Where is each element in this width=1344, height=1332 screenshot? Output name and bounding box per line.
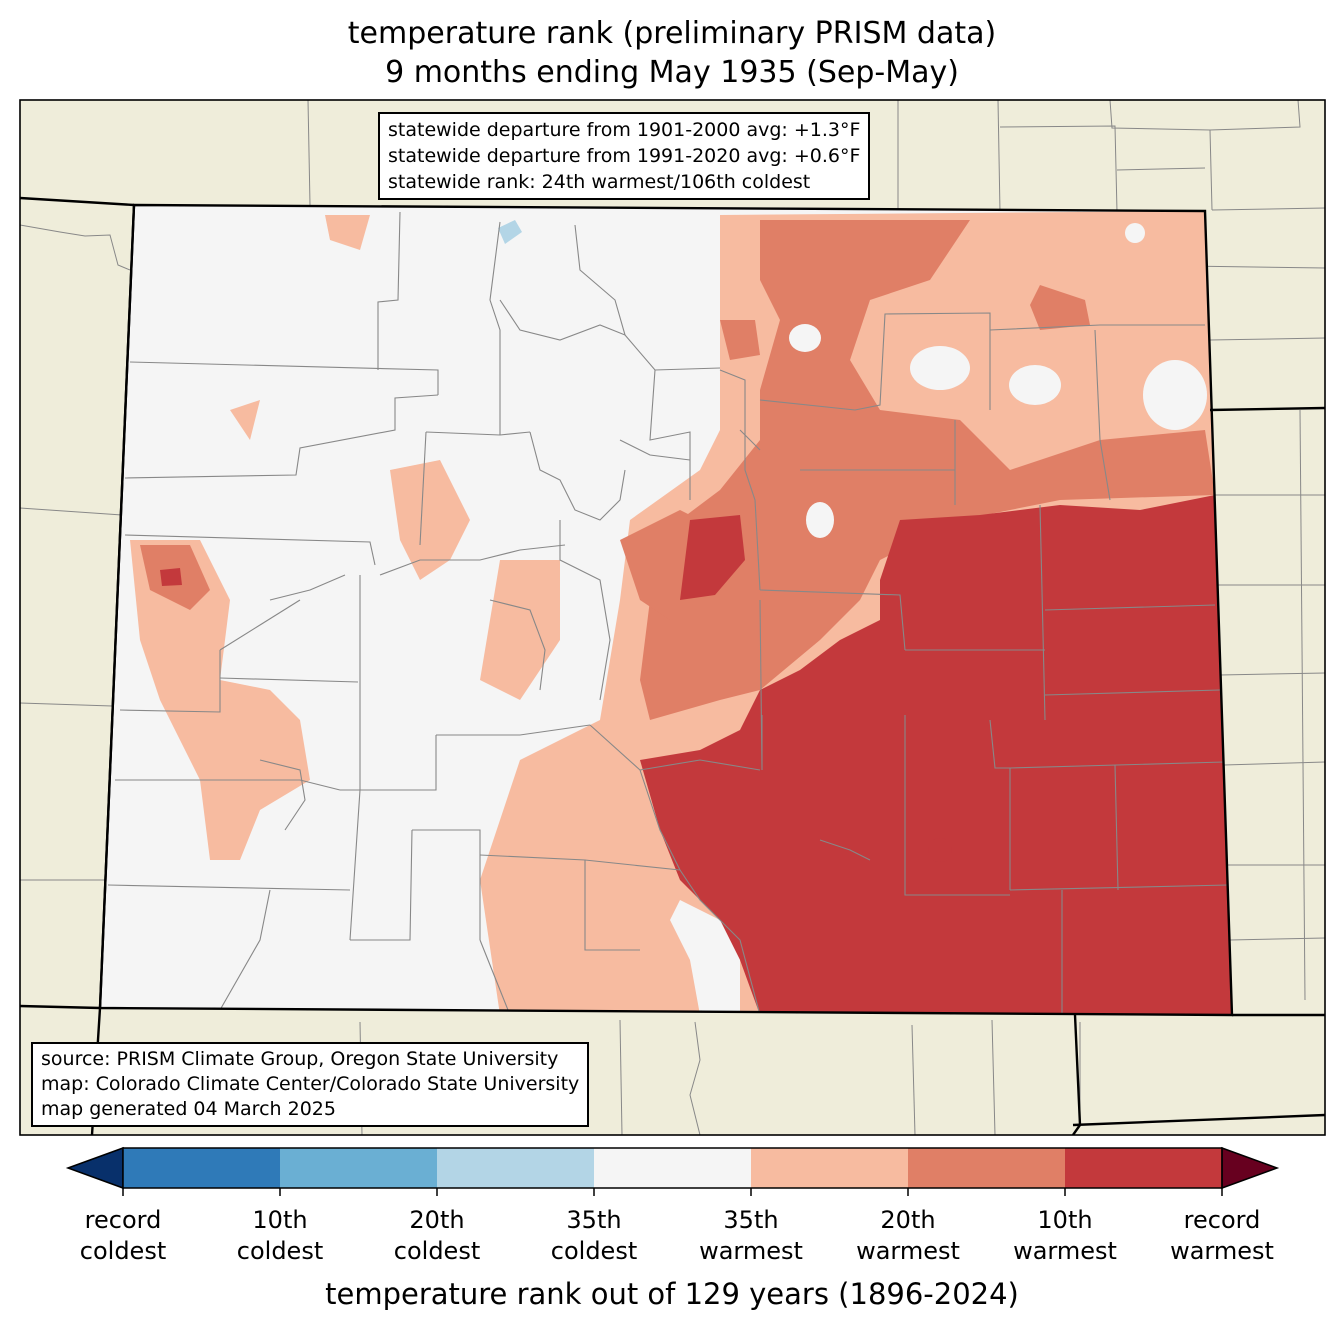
stats-line-1991-2020: statewide departure from 1991-2020 avg: … bbox=[388, 145, 861, 167]
colorbar-swatch-10th-warmest bbox=[1065, 1148, 1222, 1188]
colorado-rank-shading bbox=[100, 205, 1232, 1015]
colorbar-swatch-35th-warmest bbox=[751, 1148, 908, 1188]
map-frame bbox=[19, 99, 1326, 1136]
statewide-stats-box: statewide departure from 1901-2000 avg: … bbox=[378, 112, 871, 200]
colorbar-extend-cold bbox=[65, 1146, 124, 1190]
colorado-county-lines bbox=[107, 211, 1229, 1015]
generated-date-line: map generated 04 March 2025 bbox=[41, 1098, 336, 1120]
colorbar-swatch-record-coldest bbox=[123, 1148, 280, 1188]
colorbar-extend-warm bbox=[1221, 1146, 1280, 1190]
colorbar bbox=[65, 1146, 1280, 1196]
colorbar-swatch-20th-warmest bbox=[908, 1148, 1065, 1188]
colorbar-swatch-20th-coldest bbox=[437, 1148, 594, 1188]
map-credit-line: map: Colorado Climate Center/Colorado St… bbox=[41, 1073, 580, 1095]
colorbar-label-10th-warmest: 10th warmest bbox=[1013, 1206, 1117, 1265]
source-box: source: PRISM Climate Group, Oregon Stat… bbox=[31, 1042, 590, 1127]
map-title-line2: 9 months ending May 1935 (Sep-May) bbox=[385, 55, 959, 90]
colorbar-label-20th-coldest: 20th coldest bbox=[393, 1206, 481, 1265]
colorbar-label-35th-warmest: 35th warmest bbox=[699, 1206, 803, 1265]
colorbar-label-10th-coldest: 10th coldest bbox=[236, 1206, 324, 1265]
colorbar-label-20th-warmest: 20th warmest bbox=[856, 1206, 960, 1265]
stats-line-1901-2000: statewide departure from 1901-2000 avg: … bbox=[388, 119, 861, 141]
source-line: source: PRISM Climate Group, Oregon Stat… bbox=[41, 1048, 559, 1070]
colorbar-label-record-coldest: record coldest bbox=[79, 1206, 167, 1265]
colorbar-swatch-10th-coldest bbox=[280, 1148, 437, 1188]
colorbar-title: temperature rank out of 129 years (1896-… bbox=[325, 1277, 1019, 1311]
colorbar-label-35th-coldest: 35th coldest bbox=[550, 1206, 638, 1265]
stats-line-rank: statewide rank: 24th warmest/106th colde… bbox=[388, 171, 811, 193]
colorbar-label-record-warmest: record warmest bbox=[1170, 1206, 1274, 1265]
colorbar-swatch-near-normal bbox=[594, 1148, 751, 1188]
map-title-line1: temperature rank (preliminary PRISM data… bbox=[347, 16, 997, 51]
